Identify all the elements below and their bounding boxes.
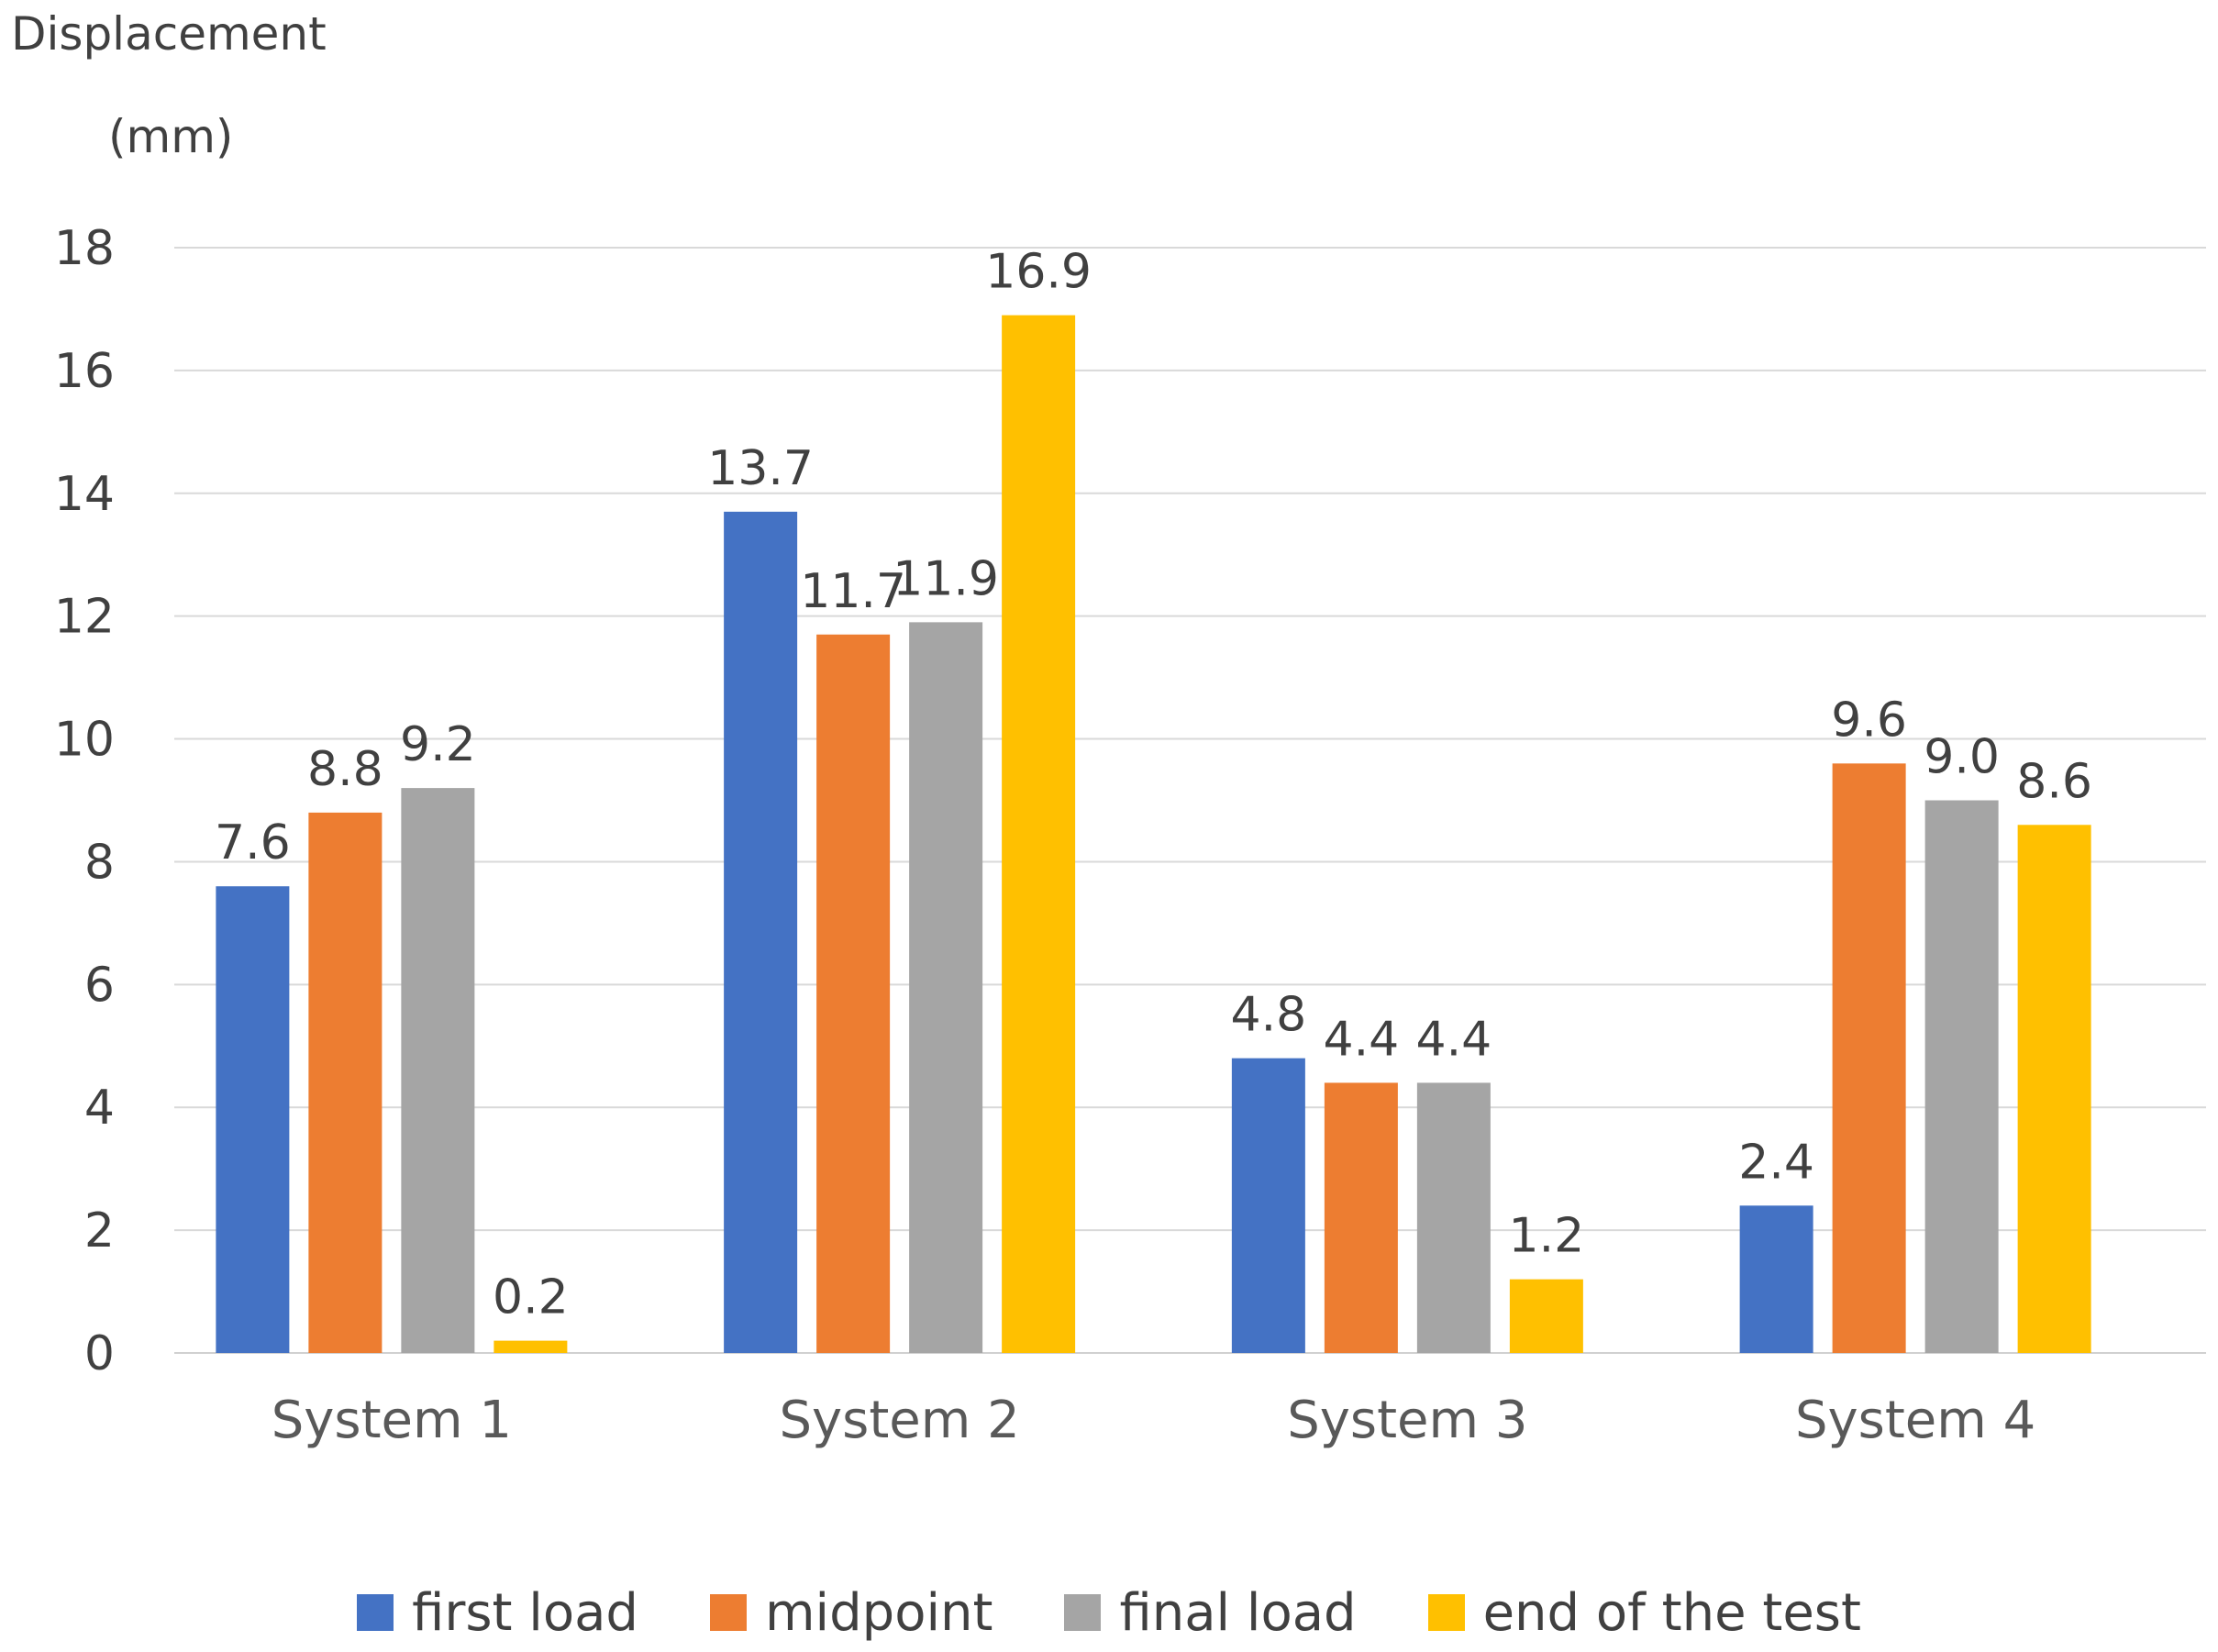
data-label: 16.9 [985,245,1092,300]
bar [816,634,891,1353]
y-tick-label: 12 [54,590,115,645]
y-tick-label: 6 [84,958,115,1013]
bar [2017,825,2091,1353]
bar [494,1340,568,1353]
bar [308,812,383,1353]
x-tick-label: System 4 [1795,1391,2035,1450]
x-tick-label: System 1 [272,1391,512,1450]
legend-item: midpoint [709,1582,993,1643]
legend-label: first load [412,1582,638,1643]
bar [1739,1205,1813,1353]
y-tick-label: 2 [84,1203,115,1258]
bar [1002,315,1076,1353]
data-label: 9.0 [1924,730,2000,785]
data-label: 9.6 [1831,693,1907,748]
data-label: 9.2 [400,717,476,772]
data-label: 2.4 [1738,1135,1814,1190]
legend-label: end of the test [1482,1582,1861,1643]
bar [909,622,983,1353]
bar [401,788,475,1353]
legend-swatch [709,1594,747,1631]
y-axis-label-line-1: Displacement [11,7,327,61]
data-label: 8.6 [2016,754,2092,809]
y-tick-label: 16 [54,344,115,399]
legend-label: midpoint [764,1582,993,1643]
y-tick-label: 18 [54,221,115,276]
legend-item: end of the test [1427,1582,1861,1643]
bar [724,511,798,1353]
bar [1324,1082,1398,1353]
bar [1416,1082,1491,1353]
y-axis-label-line-2: (mm) [108,110,234,163]
legend-item: first load [357,1583,638,1643]
data-label: 4.4 [1324,1012,1400,1067]
x-tick-label: System 2 [779,1391,1019,1450]
bar [1924,800,1999,1353]
bar [216,886,290,1353]
data-label: 4.4 [1416,1012,1492,1067]
y-tick-label: 8 [84,835,115,890]
legend-label: final load [1119,1582,1357,1643]
bar [1509,1279,1583,1353]
x-tick-label: System 3 [1287,1391,1527,1450]
data-label: 13.7 [707,441,814,496]
data-label: 1.2 [1509,1209,1585,1264]
bar [1832,763,1906,1353]
y-tick-label: 4 [84,1081,115,1136]
data-label: 7.6 [215,815,291,870]
y-tick-label: 0 [84,1326,115,1381]
legend-item: final load [1064,1582,1357,1643]
data-label: 11.9 [893,551,999,606]
data-label: 11.7 [800,564,906,619]
y-tick-label: 14 [54,467,115,522]
data-label: 0.2 [493,1270,569,1325]
legend-swatch [357,1594,394,1631]
data-label: 4.8 [1231,988,1307,1043]
bar [1231,1058,1305,1353]
y-tick-label: 10 [54,713,115,768]
displacement-bar-chart: 0 2 4 6 8 10 12 14 16 18 7.6 8.8 9.2 0.2 System 1 13.7 1… [54,221,2206,1450]
chart-legend: first load midpoint final load end of the t… [0,1576,2218,1649]
legend-swatch [1427,1594,1465,1631]
data-label: 8.8 [307,742,383,797]
legend-swatch [1064,1594,1102,1631]
